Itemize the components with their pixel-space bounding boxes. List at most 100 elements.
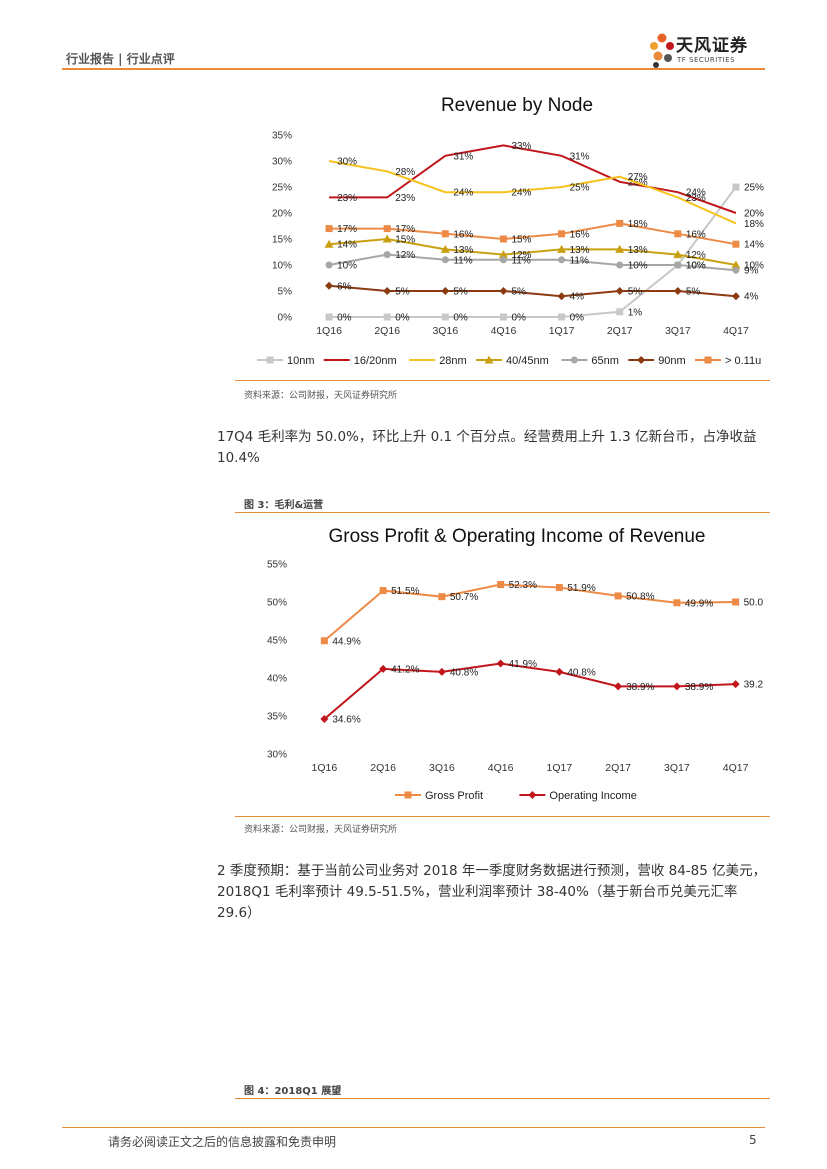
x-tick-label: 1Q16 (316, 325, 342, 337)
data-point (732, 598, 740, 606)
data-label: 10% (337, 261, 357, 272)
data-label: 40.8% (567, 667, 595, 678)
data-label: 16% (570, 229, 590, 240)
page-number: 5 (749, 1133, 757, 1147)
data-point (320, 715, 329, 724)
data-label: 0% (395, 313, 410, 324)
data-label: 51.5% (391, 586, 419, 597)
data-label: 18% (628, 219, 648, 230)
data-point (732, 240, 740, 248)
data-label: 40.8% (450, 667, 478, 678)
data-label: 31% (453, 151, 473, 162)
data-label: 5% (628, 287, 643, 298)
series-line (323, 583, 736, 642)
data-label: 13% (570, 245, 590, 256)
data-point (731, 260, 741, 269)
data-label: 11% (511, 255, 530, 266)
x-tick-label: 3Q16 (432, 325, 458, 337)
series-line (329, 144, 737, 214)
data-point (614, 592, 622, 600)
logo-subtext: TF SECURITIES (677, 56, 736, 64)
data-label: 5% (686, 287, 701, 298)
data-label: 31% (570, 151, 590, 162)
x-tick-label: 1Q17 (549, 325, 575, 337)
data-point (437, 667, 446, 676)
series-line (328, 237, 737, 266)
chart2-bottom-line (235, 816, 770, 817)
y-tick-label: 45% (267, 636, 287, 647)
series-line (329, 186, 737, 318)
y-tick-label: 35% (272, 131, 292, 142)
data-point (441, 287, 450, 295)
x-tick-label: 2Q17 (605, 762, 631, 774)
y-tick-label: 40% (267, 674, 287, 685)
x-tick-label: 1Q17 (547, 762, 573, 774)
legend-marker (484, 355, 494, 364)
y-tick-label: 30% (272, 157, 292, 168)
data-label: 10% (686, 261, 706, 272)
header-divider (62, 68, 765, 70)
y-tick-label: 25% (272, 183, 292, 194)
legend-entry: Gross Profit (425, 790, 483, 802)
y-tick-label: 5% (278, 287, 293, 298)
chart1-bottom-line (235, 380, 770, 381)
data-label: 14% (337, 240, 357, 251)
data-label: 15% (395, 235, 415, 246)
data-point (615, 244, 625, 253)
data-point (674, 230, 682, 238)
data-label: 23% (686, 193, 706, 204)
data-point (673, 250, 683, 259)
data-label: 5% (395, 287, 410, 298)
data-label: 0% (337, 313, 352, 324)
data-point (441, 256, 449, 264)
logo-text: 天风证券 (676, 36, 748, 56)
data-label: 23% (395, 193, 415, 204)
series-line (328, 253, 737, 272)
data-label: 39.2 (744, 680, 764, 691)
legend-entry: 28nm (439, 355, 467, 367)
series-line (329, 222, 737, 246)
data-point (325, 225, 333, 233)
x-tick-label: 4Q17 (723, 762, 749, 774)
data-label: 17% (337, 224, 357, 235)
data-point (383, 251, 391, 259)
data-label: 5% (511, 287, 526, 298)
data-label: 38.9% (626, 682, 654, 693)
legend-marker (404, 791, 412, 799)
data-label: 12% (395, 250, 415, 261)
data-point (732, 266, 740, 274)
data-point (325, 281, 334, 290)
data-point (499, 287, 508, 295)
legend-marker (570, 356, 578, 364)
legend-marker (266, 356, 274, 364)
data-label: 16% (453, 229, 473, 240)
data-label: 10% (744, 261, 764, 272)
data-point (379, 664, 388, 673)
data-point (499, 313, 507, 321)
data-point (383, 225, 391, 233)
x-tick-label: 3Q17 (664, 762, 690, 774)
data-label: 33% (511, 141, 531, 152)
legend-entry: > 0.11u (725, 355, 761, 367)
chart1-source: 资料来源：公司财报，天风证券研究所 (244, 391, 398, 401)
data-label: 4% (744, 292, 759, 303)
data-point (499, 256, 507, 264)
figure3-top-line (235, 512, 770, 513)
data-label: 38.9% (685, 682, 713, 693)
data-label: 41.9% (509, 659, 537, 670)
data-label: 11% (570, 255, 589, 266)
data-label: 10% (628, 261, 648, 272)
legend-entry: 90nm (658, 355, 686, 367)
data-label: 12% (686, 250, 706, 261)
data-label: 50.8% (626, 591, 654, 602)
footer-disclaimer: 请务必阅读正文之后的信息披露和免责申明 (108, 1135, 337, 1149)
data-label: 13% (453, 245, 473, 256)
data-label: 18% (744, 219, 764, 230)
data-label: 34.6% (332, 715, 360, 726)
data-point (614, 682, 623, 691)
data-point (383, 287, 392, 295)
figure4-label: 图 4：2018Q1 展望 (244, 1086, 342, 1097)
data-point (558, 313, 566, 321)
y-tick-label: 55% (267, 560, 287, 571)
chart-revenue-by-node: 0% 5% 10% 15% 20% 25% 30% 35% 1Q16 2Q16 3Q16 4Q16 1Q… (257, 131, 764, 367)
